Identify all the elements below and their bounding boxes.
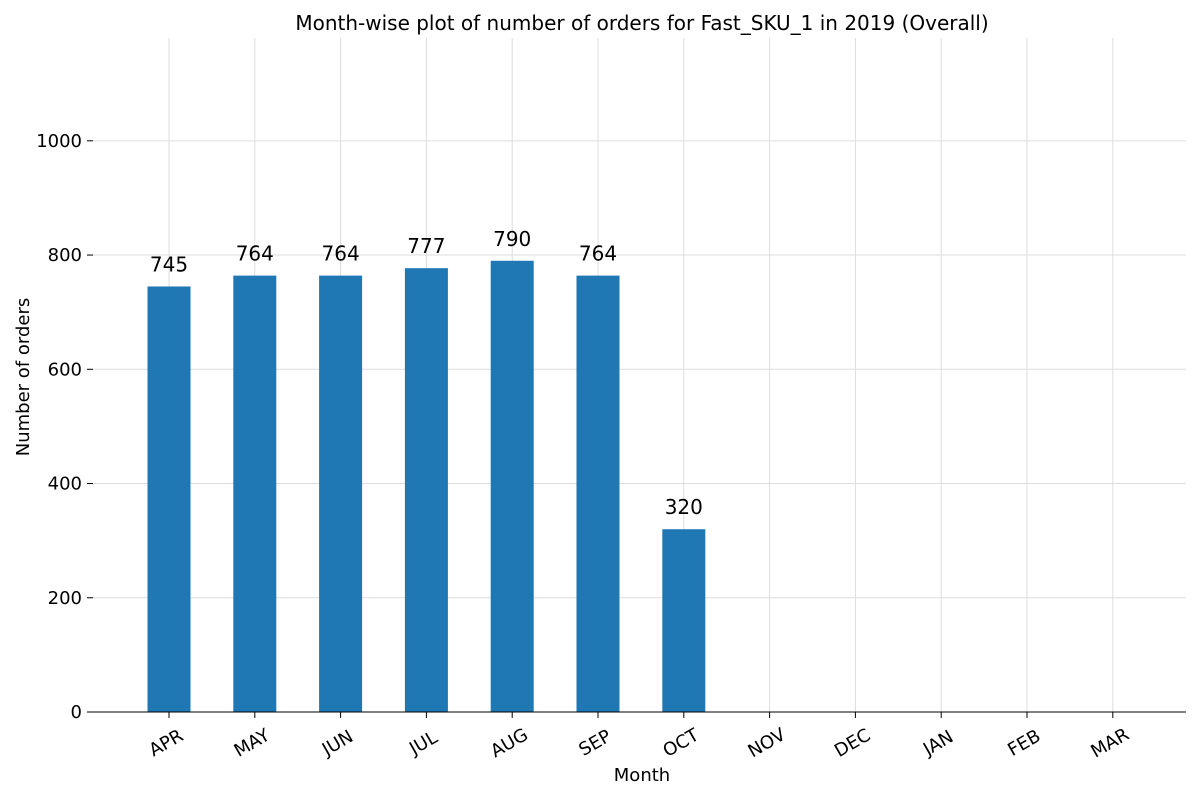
data-label-aug: 790 bbox=[493, 227, 531, 251]
data-label-layer: 745 764 764 777 790 764 320 bbox=[150, 227, 703, 519]
y-tick-label: 200 bbox=[48, 588, 82, 609]
data-label-oct: 320 bbox=[665, 495, 703, 519]
y-axis-title: Number of orders bbox=[13, 298, 34, 456]
x-tick-label-apr: APR bbox=[146, 725, 187, 761]
x-tick-label-feb: FEB bbox=[1004, 726, 1044, 761]
x-tick-label-jan: JAN bbox=[919, 726, 957, 760]
y-tick-label: 600 bbox=[48, 359, 82, 380]
bar-layer bbox=[147, 260, 706, 712]
x-tick-label-sep: SEP bbox=[575, 726, 615, 761]
bar-jun bbox=[319, 275, 363, 712]
x-tick-label-may: MAY bbox=[231, 724, 275, 761]
x-tick-label-dec: DEC bbox=[831, 725, 874, 762]
y-tick-label: 0 bbox=[71, 702, 82, 723]
bar-jul bbox=[404, 268, 448, 712]
x-tick-label-oct: OCT bbox=[659, 724, 703, 762]
x-axis-title: Month bbox=[614, 765, 670, 786]
x-tick-label-jun: JUN bbox=[318, 726, 357, 761]
chart-title: Month-wise plot of number of orders for … bbox=[295, 11, 988, 35]
data-label-sep: 764 bbox=[579, 242, 617, 266]
y-tick-label: 800 bbox=[48, 245, 82, 266]
y-tick-label: 1000 bbox=[36, 131, 82, 152]
x-tick-label-jul: JUL bbox=[405, 727, 441, 760]
x-tick-label-aug: AUG bbox=[487, 724, 532, 762]
grid-layer bbox=[93, 38, 1186, 712]
bar-apr bbox=[147, 286, 191, 712]
bar-sep bbox=[576, 275, 620, 712]
data-label-apr: 745 bbox=[150, 252, 188, 276]
bar-aug bbox=[490, 260, 534, 712]
x-tick-label-nov: NOV bbox=[744, 724, 789, 762]
data-label-jun: 764 bbox=[322, 242, 360, 266]
y-tick-label: 400 bbox=[48, 474, 82, 495]
bar-may bbox=[233, 275, 277, 712]
data-label-jul: 777 bbox=[407, 234, 445, 258]
bar-oct bbox=[662, 529, 706, 712]
data-label-may: 764 bbox=[236, 242, 274, 266]
x-tick-label-mar: MAR bbox=[1087, 724, 1132, 762]
